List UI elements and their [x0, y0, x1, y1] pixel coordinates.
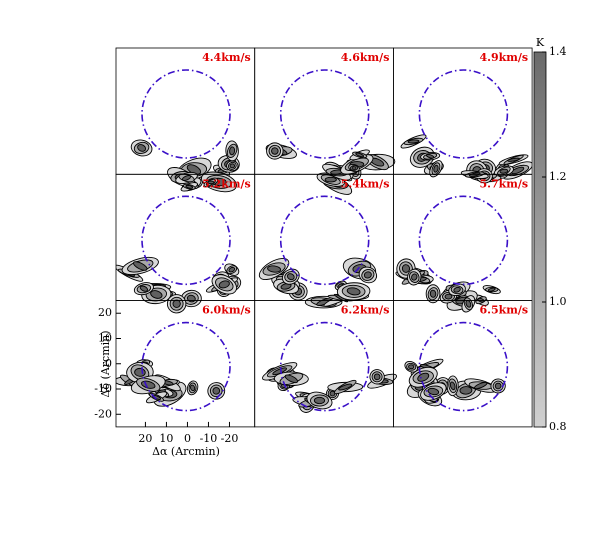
panel-label: 5.4km/s	[341, 177, 390, 190]
shell-circle	[418, 321, 509, 412]
panel-label: 5.7km/s	[479, 177, 528, 190]
contour	[150, 290, 163, 299]
shell-circle	[141, 69, 231, 159]
panel-label: 5.2km/s	[202, 177, 251, 190]
contour	[407, 139, 420, 144]
contour	[329, 390, 336, 397]
x-tick-label: -10	[200, 432, 218, 445]
contour	[417, 372, 430, 382]
contour	[427, 387, 440, 396]
panel-label: 4.6km/s	[341, 51, 390, 64]
shell-circle	[141, 321, 231, 412]
shell-circle	[418, 195, 509, 286]
y-tick-label: 20	[98, 306, 112, 319]
contour	[474, 381, 488, 390]
contour	[284, 374, 299, 384]
shell-circle	[279, 321, 370, 412]
contour	[190, 384, 196, 392]
contour	[449, 381, 456, 391]
contour	[507, 157, 520, 162]
contour	[207, 180, 215, 185]
contour	[346, 287, 361, 296]
contour	[401, 264, 411, 273]
contour	[429, 289, 437, 298]
contour	[229, 163, 236, 169]
y-tick-label: -10	[94, 382, 112, 395]
x-tick-label: 10	[159, 432, 173, 445]
shell-circle	[279, 69, 370, 159]
contour	[218, 280, 230, 289]
contour	[271, 147, 279, 155]
contour	[444, 293, 453, 300]
panel-label: 6.5km/s	[479, 304, 528, 317]
x-tick-label: 20	[138, 432, 152, 445]
contour	[433, 164, 439, 173]
panel-label: 4.9km/s	[479, 51, 528, 64]
contour	[137, 144, 147, 152]
colorbar-tick-label: 1.0	[549, 295, 567, 308]
contour	[487, 287, 496, 292]
colorbar	[533, 51, 547, 428]
x-tick-label: -20	[221, 432, 239, 445]
colorbar-tick-label: 1.4	[549, 45, 567, 58]
contour	[453, 286, 461, 293]
panel-label: 4.4km/s	[202, 51, 251, 64]
shell-circle	[279, 195, 370, 286]
x-tick-label: 0	[184, 432, 191, 445]
contour	[426, 153, 435, 159]
y-tick-label: 0	[105, 357, 112, 370]
panel-label: 6.0km/s	[202, 304, 251, 317]
contour	[499, 168, 509, 174]
contour	[228, 266, 236, 273]
contour	[494, 382, 502, 390]
contour	[134, 367, 146, 377]
panel-label: 6.2km/s	[341, 304, 390, 317]
contour	[313, 396, 326, 405]
contour	[324, 176, 337, 183]
contour	[408, 364, 415, 370]
contour	[139, 285, 149, 292]
colorbar-tick-label: 1.2	[549, 170, 567, 183]
panel-frame	[392, 300, 533, 428]
y-tick-label: 10	[98, 331, 112, 344]
shell-circle	[141, 195, 231, 286]
contour	[459, 386, 473, 395]
contour	[351, 166, 357, 170]
contour	[338, 383, 353, 391]
contour	[280, 283, 292, 290]
contour	[267, 265, 282, 273]
colorbar-unit: K	[536, 36, 545, 49]
contour	[411, 273, 418, 281]
contour	[286, 273, 295, 281]
contour	[181, 175, 192, 181]
shell-circle	[418, 69, 509, 159]
contour	[355, 152, 365, 158]
y-axis-label: Δδ (Arcmin)	[99, 330, 112, 397]
contour	[363, 271, 372, 279]
colorbar-tick-label: 0.8	[549, 420, 567, 433]
contour	[212, 387, 221, 395]
y-tick-label: -20	[94, 407, 112, 420]
contour	[133, 261, 148, 271]
x-axis-label: Δα (Arcmin)	[152, 445, 220, 458]
contour	[229, 146, 236, 156]
contour	[373, 373, 381, 381]
contour	[185, 184, 194, 189]
contours	[116, 69, 532, 413]
